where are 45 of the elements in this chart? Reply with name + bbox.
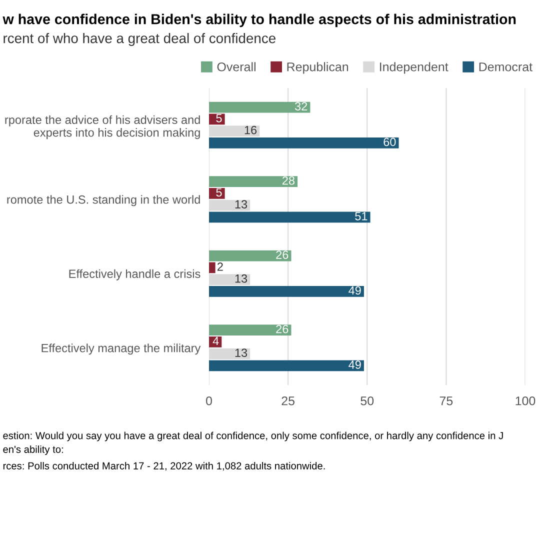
bar xyxy=(209,188,225,199)
data-label: 2 xyxy=(218,262,223,271)
x-tick-label: 0 xyxy=(206,396,212,406)
text: rces: Polls conducted March 17 - 21, 2022 with 1,082 adults nationwide. xyxy=(3,462,325,471)
x-tick-label: 50 xyxy=(360,396,374,406)
text: estion: Would you say you have a great deal of confidence, only some confidence, or hardly any confidence in J xyxy=(3,432,503,442)
data-label: 32 xyxy=(294,102,308,110)
data-label: 5 xyxy=(216,114,222,122)
bar xyxy=(209,102,310,113)
bar xyxy=(209,176,298,188)
data-label: 60 xyxy=(384,138,396,146)
chart-subtitle: rcent of who have a great deal of confidence xyxy=(4,33,276,46)
bar xyxy=(209,360,364,372)
bar xyxy=(209,324,292,336)
data-label: 4 xyxy=(212,336,219,345)
text: en's ability to: xyxy=(3,446,63,455)
legend-label: Democrat xyxy=(479,62,532,72)
y-tick-label: Effectively manage the military xyxy=(42,344,201,355)
y-tick-label: romote the U.S. standing in the world xyxy=(7,195,200,206)
x-tick-label: 100 xyxy=(516,396,536,406)
bar xyxy=(209,250,292,262)
legend-label: Overall xyxy=(217,62,256,72)
data-label: 13 xyxy=(235,274,248,283)
bar xyxy=(209,114,225,125)
legend-label: Republican xyxy=(287,62,348,74)
data-label: 28 xyxy=(282,176,295,185)
bar xyxy=(209,212,370,223)
bar xyxy=(209,137,399,148)
data-label: 51 xyxy=(355,212,368,220)
data-label: 16 xyxy=(244,126,257,134)
data-label: 49 xyxy=(348,286,361,295)
data-label: 13 xyxy=(235,200,248,208)
x-tick-label: 75 xyxy=(440,396,453,406)
legend-label: Independent xyxy=(380,62,448,74)
bar xyxy=(209,262,216,274)
chart-title: w have confidence in Biden's ability to handle aspects of his administration xyxy=(2,14,516,28)
data-label: 5 xyxy=(216,188,222,197)
y-tick-label: Effectively handle a crisis xyxy=(69,269,200,280)
x-tick-label: 25 xyxy=(282,396,294,406)
data-label: 49 xyxy=(348,360,361,369)
data-label: 26 xyxy=(276,250,288,259)
bar xyxy=(209,286,364,297)
y-tick-label: rporate the advice of his advisers and experts into his decision making xyxy=(5,115,200,140)
data-label: 13 xyxy=(235,348,248,357)
data-label: 26 xyxy=(276,324,288,334)
